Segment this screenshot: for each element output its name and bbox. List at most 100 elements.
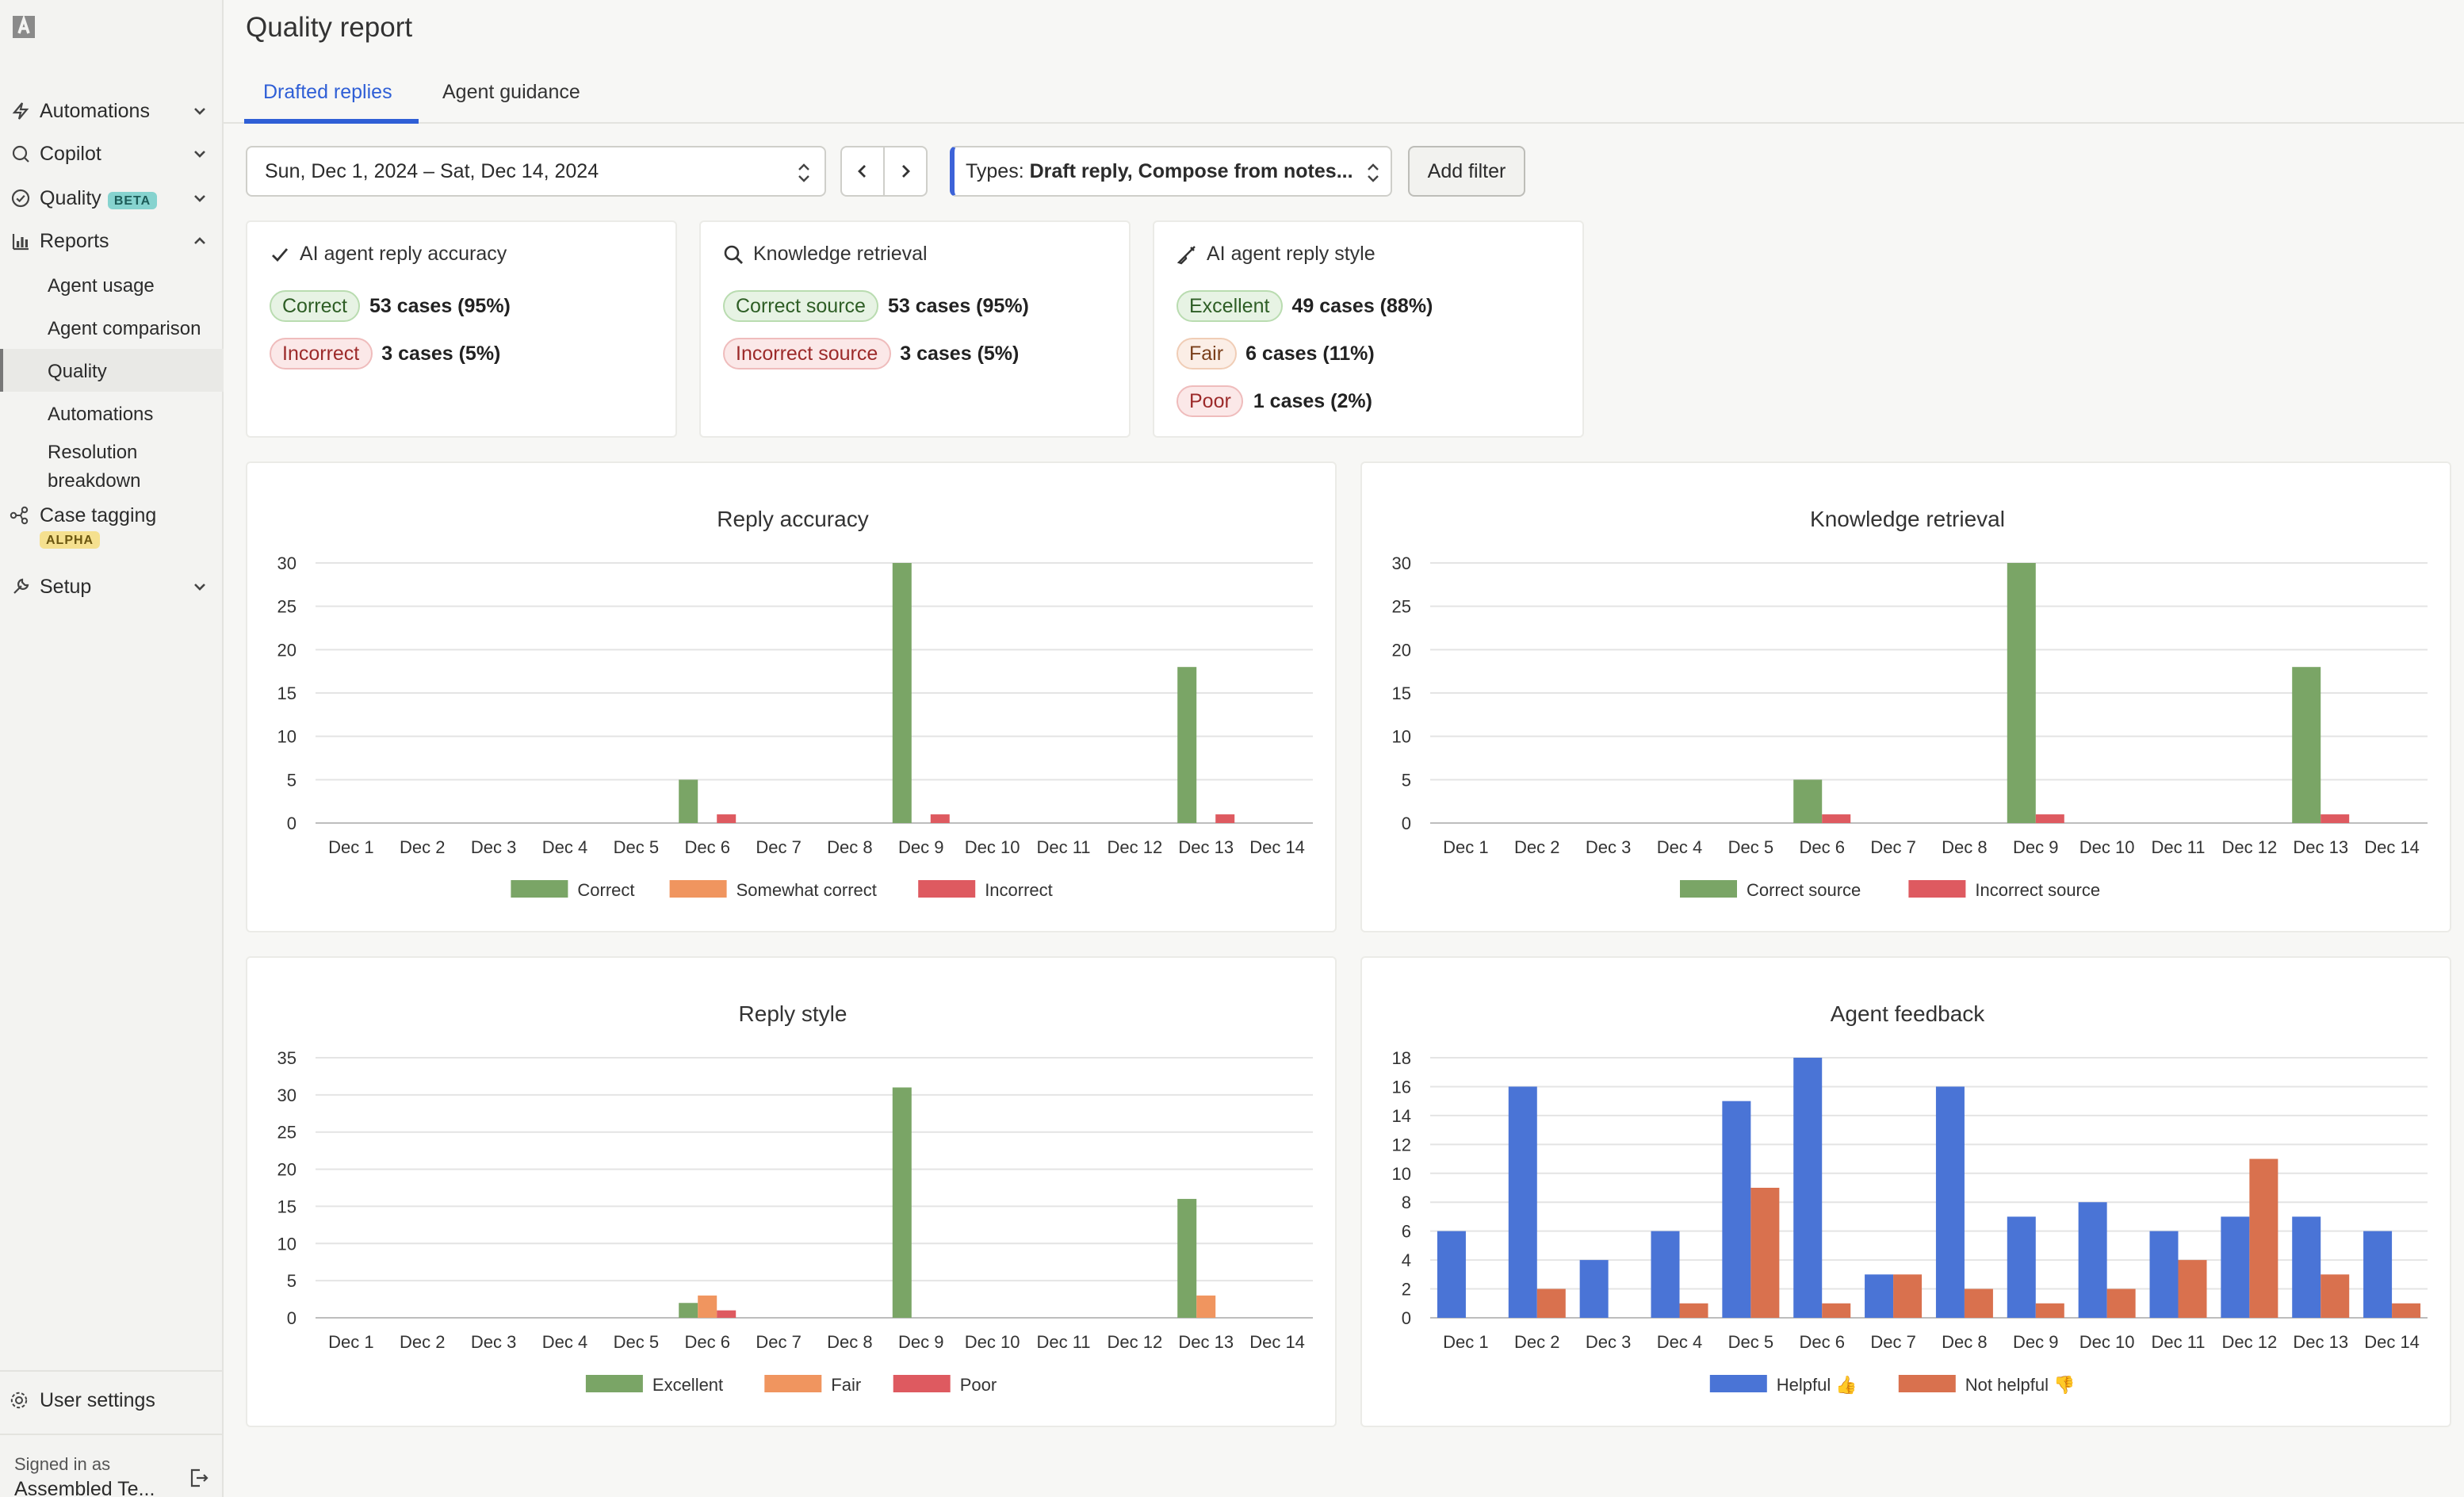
bar[interactable] [2007, 563, 2036, 823]
chevron-up-icon[interactable] [192, 234, 208, 250]
bar[interactable] [1679, 1303, 1708, 1318]
sidebar-subitem-agent-comparison[interactable]: Agent comparison [48, 316, 201, 339]
bar[interactable] [2035, 814, 2064, 823]
add-filter-button[interactable]: Add filter [1408, 146, 1525, 197]
bar[interactable] [1508, 1086, 1537, 1318]
legend-swatch [585, 1375, 643, 1392]
sidebar-subitem-quality[interactable]: Quality [0, 349, 224, 392]
bar[interactable] [2292, 1216, 2321, 1318]
x-tick-label: Dec 5 [1728, 837, 1773, 857]
bar[interactable] [1196, 1295, 1216, 1318]
bar[interactable] [2035, 1303, 2064, 1318]
bar[interactable] [1750, 1188, 1780, 1318]
bar[interactable] [2106, 1288, 2136, 1318]
x-tick-label: Dec 2 [400, 1332, 445, 1352]
tab-drafted-replies[interactable]: Drafted replies [263, 81, 392, 103]
bar[interactable] [1964, 1288, 1993, 1318]
sidebar-item-reports[interactable]: Reports [0, 220, 224, 263]
x-tick-label: Dec 1 [1443, 1332, 1488, 1352]
bar[interactable] [698, 1295, 717, 1318]
bar[interactable] [1437, 1231, 1466, 1318]
tab-agent-guidance[interactable]: Agent guidance [442, 81, 580, 103]
legend-label: Poor [960, 1375, 997, 1395]
bar[interactable] [1579, 1260, 1609, 1318]
bar[interactable] [1865, 1274, 1894, 1318]
sidebar-item-label: Case tagging [40, 504, 157, 526]
sidebar-item-copilot[interactable]: Copilot [0, 132, 224, 176]
bar[interactable] [1822, 1303, 1851, 1318]
bar[interactable] [1651, 1231, 1680, 1318]
bar[interactable] [2007, 1216, 2036, 1318]
bar[interactable] [679, 1303, 698, 1318]
bar[interactable] [2321, 1274, 2350, 1318]
y-tick-label: 25 [277, 1123, 297, 1143]
y-tick-label: 25 [277, 597, 297, 617]
y-tick-label: 35 [277, 1048, 297, 1068]
y-tick-label: 0 [287, 1308, 297, 1328]
bar[interactable] [1935, 1086, 1965, 1318]
sidebar-subitem-agent-usage[interactable]: Agent usage [48, 274, 155, 296]
x-tick-label: Dec 4 [1657, 837, 1702, 857]
legend-swatch [511, 880, 568, 898]
logout-icon[interactable] [187, 1467, 209, 1489]
tab-bar: Drafted replies Agent guidance [224, 63, 2464, 124]
bar[interactable] [2149, 1231, 2179, 1318]
bar[interactable] [1177, 667, 1197, 823]
signed-in-name: Assembled Te... [14, 1478, 155, 1497]
bar[interactable] [2321, 814, 2350, 823]
y-tick-label: 18 [1392, 1048, 1411, 1068]
bar[interactable] [717, 814, 737, 823]
bar[interactable] [717, 1310, 737, 1318]
assembled-logo-icon[interactable] [10, 13, 38, 41]
x-tick-label: Dec 5 [1728, 1332, 1773, 1352]
bar[interactable] [679, 779, 698, 823]
sidebar-item-setup[interactable]: Setup [0, 565, 224, 608]
x-tick-label: Dec 13 [1178, 837, 1234, 857]
sidebar-item-quality[interactable]: Quality BETA [0, 176, 224, 220]
wrench-icon [10, 576, 30, 597]
summary-value: 53 cases (95%) [369, 295, 511, 317]
date-range-select[interactable]: Sun, Dec 1, 2024 – Sat, Dec 14, 2024 [246, 146, 826, 197]
bar[interactable] [1793, 1058, 1823, 1318]
bar[interactable] [2363, 1231, 2393, 1318]
bar[interactable] [1793, 779, 1823, 823]
bar[interactable] [1536, 1288, 1566, 1318]
types-filter-select[interactable]: Types: Draft reply, Compose from notes..… [950, 146, 1392, 197]
user-settings-link[interactable]: User settings [10, 1389, 155, 1411]
sidebar-subitem-automations[interactable]: Automations [48, 402, 154, 424]
next-range-button[interactable] [883, 146, 928, 197]
bar[interactable] [1893, 1274, 1923, 1318]
bar[interactable] [892, 563, 912, 823]
bar[interactable] [2221, 1216, 2250, 1318]
bar[interactable] [930, 814, 950, 823]
summary-row: Correct source 53 cases (95%) [723, 290, 1029, 322]
types-filter-value: Draft reply, Compose from notes... [1029, 160, 1353, 182]
x-tick-label: Dec 10 [965, 837, 1020, 857]
bolt-icon [10, 101, 30, 121]
x-tick-label: Dec 8 [1942, 837, 1987, 857]
bar[interactable] [2292, 667, 2321, 823]
sidebar-item-label: Reports [40, 230, 109, 253]
summary-row: Incorrect 3 cases (5%) [270, 338, 500, 369]
bar[interactable] [2178, 1260, 2207, 1318]
bar[interactable] [2249, 1158, 2278, 1318]
sidebar-subitem-resolution-breakdown[interactable]: Resolution breakdown [0, 435, 174, 495]
sidebar-item-automations[interactable]: Automations [0, 89, 224, 132]
chevron-down-icon[interactable] [192, 579, 208, 595]
bar[interactable] [1177, 1199, 1197, 1318]
legend-label: Somewhat correct [737, 880, 877, 900]
agent-feedback-chart: Agent feedback 0 2 4 6 8 10 12 14 16 18 Dec 1 Dec 2 D… [1392, 1001, 2428, 1395]
bar[interactable] [1722, 1101, 1751, 1318]
chevron-down-icon[interactable] [192, 190, 208, 206]
bar[interactable] [1822, 814, 1851, 823]
legend-label: Incorrect source [1975, 880, 2100, 900]
chevron-down-icon[interactable] [192, 103, 208, 119]
sidebar-item-case-tagging[interactable]: Case tagging ALPHA [0, 495, 224, 565]
chevron-down-icon[interactable] [192, 147, 208, 163]
y-tick-label: 10 [1392, 727, 1411, 747]
bar[interactable] [892, 1087, 912, 1318]
bar[interactable] [1215, 814, 1235, 823]
bar[interactable] [2078, 1202, 2107, 1318]
bar[interactable] [2392, 1303, 2421, 1318]
previous-range-button[interactable] [840, 146, 885, 197]
